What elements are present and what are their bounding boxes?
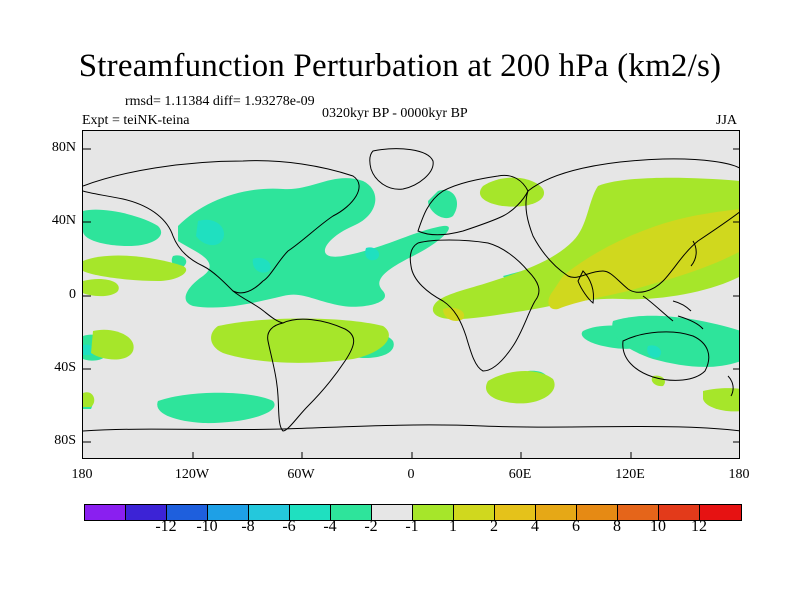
lon-label-120w: 120W xyxy=(174,467,210,482)
colorbar-label: 2 xyxy=(490,518,498,535)
season-label: JJA xyxy=(716,113,738,128)
lon-label-180e: 180 xyxy=(728,467,750,482)
colorbar-label: 1 xyxy=(449,518,457,535)
lat-label-40n: 40N xyxy=(51,213,76,228)
colorbar-swatch xyxy=(700,505,741,520)
colorbar-swatch xyxy=(413,505,454,520)
period-label: 0320kyr BP - 0000kyr BP xyxy=(322,106,468,121)
tick-marks xyxy=(83,148,739,458)
lat-label-80s: 80S xyxy=(54,433,76,448)
lon-label-60e: 60E xyxy=(508,467,532,482)
colorbar-label: -12 xyxy=(155,518,177,535)
lat-label-0: 0 xyxy=(69,287,76,302)
colorbar-label: 6 xyxy=(572,518,580,535)
positive-contours xyxy=(83,177,739,412)
colorbar xyxy=(84,504,742,521)
lon-label-60w: 60W xyxy=(287,467,315,482)
colorbar-label: -10 xyxy=(196,518,218,535)
colorbar-label: -6 xyxy=(282,518,296,535)
lon-label-120e: 120E xyxy=(615,467,645,482)
lat-label-80n: 80N xyxy=(51,140,76,155)
colorbar-swatch xyxy=(454,505,495,520)
colorbar-swatch xyxy=(618,505,659,520)
lon-label-0: 0 xyxy=(407,467,415,482)
colorbar-label: 10 xyxy=(650,518,666,535)
colorbar-swatch xyxy=(167,505,208,520)
colorbar-label: -2 xyxy=(364,518,378,535)
colorbar-label: -4 xyxy=(323,518,337,535)
colorbar-swatch xyxy=(208,505,249,520)
colorbar-swatch xyxy=(577,505,618,520)
colorbar-swatch xyxy=(126,505,167,520)
colorbar-label: 4 xyxy=(531,518,539,535)
colorbar-swatch xyxy=(659,505,700,520)
colorbar-swatch xyxy=(536,505,577,520)
colorbar-label: 8 xyxy=(613,518,621,535)
positive-core-contours xyxy=(443,209,739,321)
stats-text: rmsd= 1.11384 diff= 1.93278e-09 xyxy=(125,94,315,109)
colorbar-swatch xyxy=(372,505,413,520)
colorbar-swatch xyxy=(249,505,290,520)
colorbar-label: 12 xyxy=(691,518,707,535)
map-panel xyxy=(82,130,740,459)
lat-label-40s: 40S xyxy=(54,360,76,375)
colorbar-label: -8 xyxy=(241,518,255,535)
colorbar-swatch xyxy=(331,505,372,520)
negative-core-contours xyxy=(83,219,662,358)
colorbar-swatch xyxy=(290,505,331,520)
colorbar-label: -1 xyxy=(405,518,419,535)
lon-label-180w: 180 xyxy=(71,467,93,482)
experiment-label: Expt = teiNK-teina xyxy=(82,113,190,128)
colorbar-swatch xyxy=(495,505,536,520)
plot-title: Streamfunction Perturbation at 200 hPa (… xyxy=(78,48,722,84)
map-canvas xyxy=(83,148,739,458)
colorbar-swatch xyxy=(85,505,126,520)
coastlines xyxy=(83,148,739,432)
